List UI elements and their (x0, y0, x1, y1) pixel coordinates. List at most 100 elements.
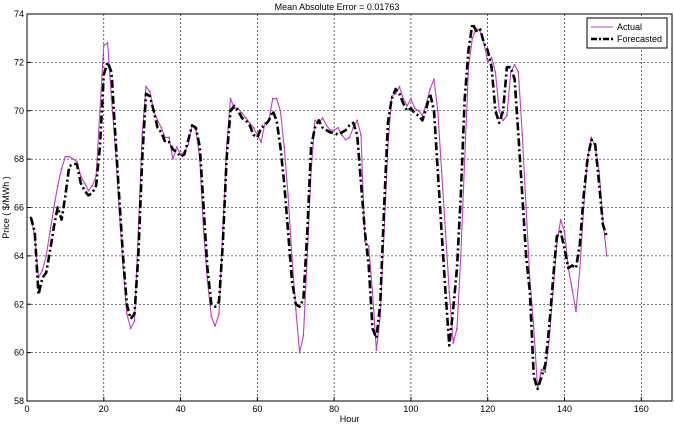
data-point-actual (605, 254, 608, 257)
data-point-actual (314, 119, 316, 122)
data-point-actual (271, 97, 274, 100)
data-point-actual (532, 327, 535, 330)
data-point-actual (106, 42, 109, 44)
data-point-actual (244, 117, 247, 119)
data-point-actual (363, 240, 366, 243)
y-tick-label: 66 (14, 203, 24, 213)
data-point-actual (552, 291, 554, 294)
legend: Actual Forecasted (586, 17, 668, 49)
data-point-actual (521, 134, 524, 136)
data-point-actual (375, 349, 378, 352)
data-point-actual (133, 320, 136, 323)
series-layer (29, 22, 608, 391)
grid-lines (27, 14, 672, 401)
data-point-actual (555, 242, 558, 245)
data-point-actual (64, 155, 67, 158)
y-tick-label: 72 (14, 57, 24, 67)
data-point-actual (563, 230, 566, 233)
data-point-actual (486, 61, 489, 64)
data-point-actual (252, 126, 255, 129)
x-axis-title: Hour (340, 414, 360, 424)
x-tick-label: 120 (480, 404, 495, 414)
data-point-actual (590, 136, 593, 139)
data-point-actual (72, 158, 74, 161)
data-point-actual (141, 134, 144, 136)
data-point-actual (91, 184, 94, 187)
data-point-actual (279, 109, 282, 112)
data-point-actual (398, 85, 401, 88)
data-point-actual (202, 230, 205, 233)
data-point-actual (168, 136, 170, 139)
data-point-actual (99, 109, 101, 112)
data-point-actual (386, 146, 389, 148)
data-point-actual (575, 310, 577, 313)
data-point-actual (275, 97, 278, 100)
series-line-forecasted (29, 22, 608, 391)
y-axis-ticks: 58 60 62 64 66 68 70 72 74 (14, 9, 31, 406)
data-point-actual (102, 44, 105, 47)
data-point-actual (490, 56, 493, 59)
y-axis-title: Price ( $/MWh ) (1, 176, 11, 239)
data-point-actual (367, 245, 370, 248)
x-tick-label: 140 (557, 404, 572, 414)
data-point-actual (482, 42, 485, 44)
data-point-actual (456, 327, 458, 330)
data-point-actual (444, 230, 447, 233)
data-point-actual (248, 121, 251, 124)
data-point-actual (283, 146, 286, 148)
x-tick-label: 20 (99, 404, 109, 414)
data-point-actual (452, 342, 455, 344)
data-point-actual (229, 97, 232, 100)
data-point-actual (406, 105, 408, 107)
x-tick-label: 80 (329, 404, 339, 414)
data-point-actual (578, 267, 581, 269)
data-point-actual (559, 218, 562, 221)
data-point-actual (298, 351, 301, 354)
data-point-actual (471, 37, 474, 40)
data-point-actual (540, 368, 543, 371)
data-point-actual (137, 230, 140, 233)
data-point-actual (440, 170, 443, 173)
data-point-actual (502, 119, 504, 122)
data-point-actual (360, 134, 362, 136)
x-tick-label: 160 (634, 404, 649, 414)
chart-title: Mean Absolute Error = 0.01763 (275, 2, 400, 12)
data-point-actual (371, 291, 374, 294)
data-point-actual (179, 153, 182, 156)
y-tick-label: 70 (14, 106, 24, 116)
data-point-actual (356, 119, 359, 122)
data-point-actual (506, 114, 508, 117)
data-point-actual (321, 117, 324, 119)
data-point-actual (333, 129, 336, 132)
data-point-actual (60, 167, 63, 170)
y-tick-label: 58 (14, 396, 24, 406)
data-point-actual (548, 339, 551, 342)
data-point-actual (498, 109, 501, 112)
data-point-actual (210, 315, 213, 318)
x-tick-label: 0 (24, 404, 29, 414)
data-point-actual (329, 129, 332, 132)
y-tick-label: 64 (14, 251, 24, 261)
data-point-actual (429, 88, 432, 90)
data-point-actual (148, 90, 151, 93)
data-point-actual (525, 206, 528, 209)
data-point-actual (337, 126, 339, 129)
x-tick-label: 60 (252, 404, 262, 414)
data-point-actual (56, 184, 59, 187)
data-point-actual (325, 124, 328, 127)
data-point-actual (529, 279, 531, 281)
y-tick-label: 60 (14, 348, 24, 358)
data-point-actual (187, 143, 190, 146)
data-point-actual (41, 269, 44, 272)
y-tick-label: 68 (14, 154, 24, 164)
data-point-actual (348, 136, 351, 139)
y-tick-label: 62 (14, 299, 24, 309)
data-point-actual (517, 71, 520, 73)
data-point-actual (76, 160, 78, 163)
data-point-actual (122, 264, 124, 267)
data-point-actual (436, 109, 439, 112)
data-point-actual (49, 230, 51, 233)
data-point-actual (52, 206, 55, 209)
data-point-actual (513, 63, 516, 66)
x-axis-ticks: 0 20 40 60 80 100 120 140 160 (24, 397, 649, 414)
